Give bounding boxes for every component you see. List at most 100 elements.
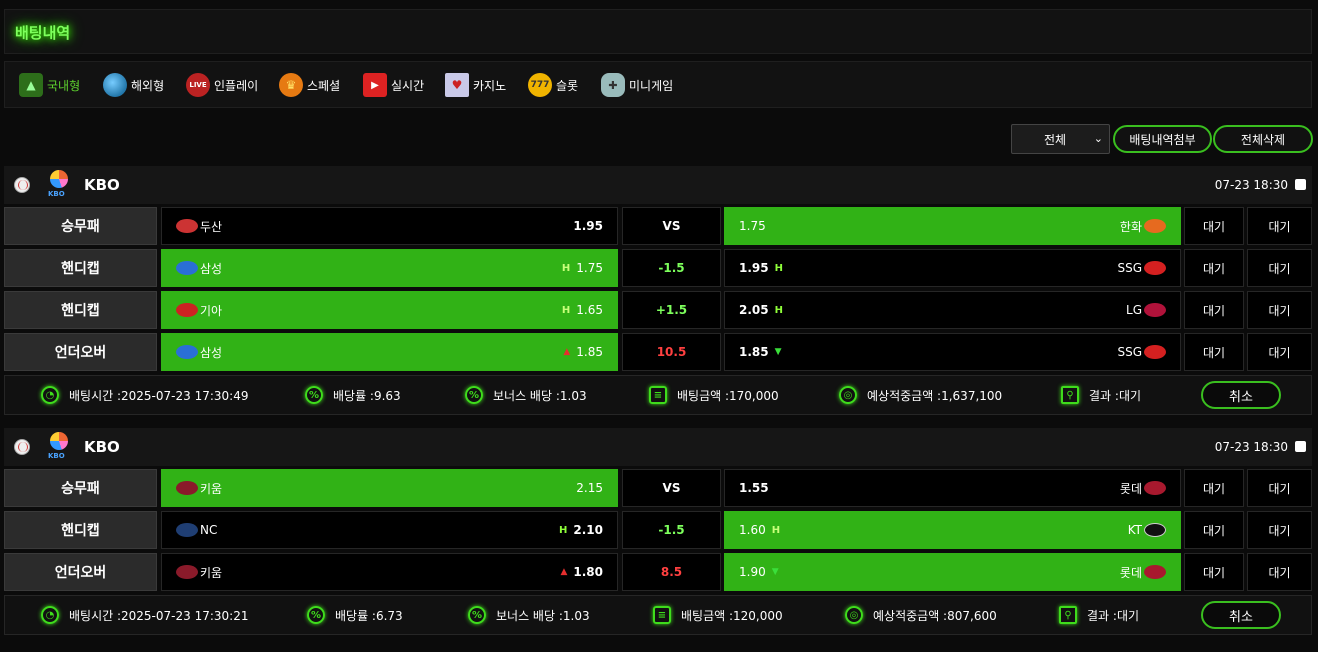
away-team-name: SSG [1117,261,1142,275]
vs-cell: VS [622,207,721,245]
away-team-cell: 1.85 ▼ SSG [724,333,1181,371]
category-special[interactable]: ♛ 스페셜 [279,72,340,98]
bet-type-label: 승무패 [4,469,157,507]
vs-cell: VS [622,469,721,507]
away-team-cell: 1.90 ▼ 롯데 [724,553,1181,591]
odds-rate: % 배당률 :9.63 [305,386,401,404]
kbo-logo-icon: KBO [48,432,70,462]
category-inplay[interactable]: LIVE 인플레이 [186,72,258,98]
away-team-cell: 1.55 롯데 [724,469,1181,507]
category-label: 인플레이 [214,78,259,93]
home-team-cell: 기아 H 1.65 [161,291,618,329]
baseball-icon [14,439,30,455]
select-checkbox[interactable] [1295,179,1306,190]
over-indicator: ▲ [563,347,571,357]
home-odd: 1.80 [573,565,603,579]
status-cell: 대기 [1247,469,1312,507]
bet-result-text: 결과 :대기 [1089,388,1142,403]
status-cell: 대기 [1247,553,1312,591]
handicap-value: -1.5 [622,249,721,287]
away-team-cell: 1.75 한화 [724,207,1181,245]
status-cell: 대기 [1184,291,1244,329]
away-odd: 1.95 [739,261,769,275]
cancel-button[interactable]: 취소 [1201,601,1281,629]
handicap-indicator: H [771,524,781,536]
home-team-name: 키움 [200,565,223,580]
target-icon: ◎ [839,386,857,404]
home-team-name: 삼성 [200,261,223,276]
away-odd: 2.05 [739,303,769,317]
team-logo-icon [176,303,198,317]
bet-amount: ≡ 배팅금액 :170,000 [649,386,779,404]
bet-type-label: 언더오버 [4,553,157,591]
gamepad-icon: ✚ [601,73,625,97]
away-team-cell: 1.60 H KT [724,511,1181,549]
home-team-name: 키움 [200,481,223,496]
team-logo-icon [176,481,198,495]
away-odd: 1.85 [739,345,769,359]
handicap-indicator: H [561,304,571,316]
category-label: 카지노 [473,78,507,93]
trophy-icon: ♛ [279,73,303,97]
odds-rate: % 배당률 :6.73 [307,606,403,624]
bet-result-text: 결과 :대기 [1087,608,1140,623]
search-result-icon: ⚲ [1059,606,1077,624]
away-team-name: LG [1126,303,1142,317]
away-team-name: 한화 [1119,219,1142,234]
handicap-indicator: H [559,524,568,536]
bet-type-label: 핸디캡 [4,511,157,549]
category-minigame[interactable]: ✚ 미니게임 [601,72,673,98]
under-indicator: ▼ [774,347,782,357]
team-logo-icon [1144,565,1166,579]
category-label: 국내형 [47,78,81,93]
filter-select[interactable]: 전체 ⌄ [1011,124,1110,154]
status-cell: 대기 [1184,333,1244,371]
bet-time: ◔ 배팅시간 :2025-07-23 17:30:49 [41,386,248,404]
home-odd: 1.85 [576,345,603,359]
bet-card-footer: ◔ 배팅시간 :2025-07-23 17:30:21 % 배당률 :6.73 % 보… [4,595,1312,635]
slot-machine-icon: 777 [528,73,552,97]
percent-icon: % [305,386,323,404]
team-logo-icon [176,523,198,537]
home-team-cell: 키움 ▲ 1.80 [161,553,618,591]
category-bar: ▲ 국내형 해외형 LIVE 인플레이 ♛ 스페셜 ▶ 실시간 ♥ 카지노 77… [4,61,1312,108]
delete-all-button[interactable]: 전체삭제 [1213,125,1313,153]
team-logo-icon [176,261,198,275]
team-logo-icon [1144,523,1166,537]
league-name: KBO [84,176,120,194]
home-team-cell: 삼성 ▲ 1.85 [161,333,618,371]
home-odd: 1.95 [573,219,603,233]
status-cell: 대기 [1247,207,1312,245]
baseball-icon [14,177,30,193]
category-casino[interactable]: ♥ 카지노 [445,72,506,98]
status-cell: 대기 [1184,469,1244,507]
team-logo-icon [176,565,198,579]
bet-type-label: 승무패 [4,207,157,245]
team-logo-icon [1144,481,1166,495]
handicap-indicator: H [774,304,783,316]
category-label: 슬롯 [556,78,579,93]
page-title: 배팅내역 [15,24,71,42]
category-realtime[interactable]: ▶ 실시간 [363,72,424,98]
team-logo-icon [176,345,198,359]
status-cell: 대기 [1184,249,1244,287]
away-odd: 1.90 [739,565,766,579]
home-team-cell: 삼성 H 1.75 [161,249,618,287]
category-domestic[interactable]: ▲ 국내형 [19,72,80,98]
percent-icon: % [307,606,325,624]
over-indicator: ▲ [560,567,568,577]
home-team-name: 기아 [200,303,223,318]
bonus-odds: % 보너스 배당 :1.03 [468,606,590,624]
attach-history-button[interactable]: 배팅내역첨부 [1113,125,1212,153]
away-team-cell: 1.95 H SSG [724,249,1181,287]
bet-card-footer: ◔ 배팅시간 :2025-07-23 17:30:49 % 배당률 :9.63 % 보… [4,375,1312,415]
category-overseas[interactable]: 해외형 [103,72,164,98]
bonus-odds-text: 보너스 배당 :1.03 [496,608,590,623]
match-datetime: 07-23 18:30 [1214,440,1288,454]
clock-icon: ◔ [41,606,59,624]
cancel-button[interactable]: 취소 [1201,381,1281,409]
category-slot[interactable]: 777 슬롯 [528,72,578,98]
bet-result: ⚲ 결과 :대기 [1059,606,1139,624]
kbo-logo-icon: KBO [48,170,70,200]
select-checkbox[interactable] [1295,441,1306,452]
